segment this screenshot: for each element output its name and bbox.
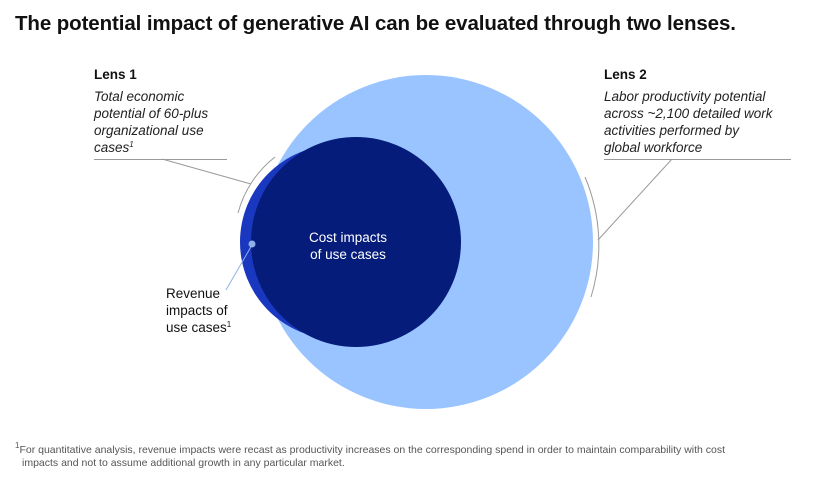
footnote-mark: 1	[129, 140, 134, 149]
revenue-marker-dot	[248, 240, 256, 248]
cost-label-line: Cost impacts	[308, 230, 388, 245]
lens1-description: Total economic potential of 60-plus orga…	[94, 88, 208, 156]
revenue-label-line: use cases1	[166, 319, 231, 336]
lens2-desc-line: Labor productivity potential	[604, 89, 766, 104]
footnote-mark: 1	[15, 441, 20, 450]
revenue-impacts-label: Revenue impacts of use cases1	[166, 285, 231, 336]
footnote-line: impacts and not to assume additional gro…	[22, 457, 345, 469]
footnote-line-text: For quantitative analysis, revenue impac…	[19, 444, 726, 456]
lens1-rule	[94, 159, 227, 160]
lens1-leader-line	[161, 158, 252, 185]
lens2-desc-line: activities performed by	[604, 123, 740, 138]
lens1-heading: Lens 1	[94, 67, 137, 82]
cost-impacts-circle	[251, 137, 461, 347]
lens2-heading: Lens 2	[604, 67, 647, 82]
revenue-leader-line	[225, 244, 253, 291]
revenue-label-line-text: use cases	[166, 320, 227, 335]
revenue-label-line: impacts of	[166, 303, 228, 318]
lens2-desc-line: global workforce	[604, 140, 703, 155]
cost-impacts-label: Cost impacts of use cases	[296, 229, 400, 263]
lens2-leader-line	[597, 158, 673, 241]
lens2-bracket-arc	[584, 176, 600, 298]
lens1-desc-line: potential of 60-plus	[94, 106, 209, 121]
cost-label-line: of use cases	[310, 247, 386, 262]
footnote-line: 1For quantitative analysis, revenue impa…	[15, 441, 805, 457]
revenue-label-line: Revenue	[166, 286, 221, 301]
lens1-desc-line: cases1	[94, 139, 208, 156]
lens2-rule	[604, 159, 791, 160]
lens1-desc-line-text: cases	[94, 140, 130, 155]
footnote: 1For quantitative analysis, revenue impa…	[15, 441, 805, 470]
lens1-desc-line: organizational use	[94, 123, 204, 138]
lens1-desc-line: Total economic	[94, 89, 185, 104]
lens2-desc-line: across ~2,100 detailed work	[604, 106, 773, 121]
footnote-mark: 1	[226, 320, 232, 329]
lens2-description: Labor productivity potential across ~2,1…	[604, 88, 772, 156]
lens1-bracket-arc	[237, 156, 276, 214]
page-title: The potential impact of generative AI ca…	[15, 12, 736, 35]
